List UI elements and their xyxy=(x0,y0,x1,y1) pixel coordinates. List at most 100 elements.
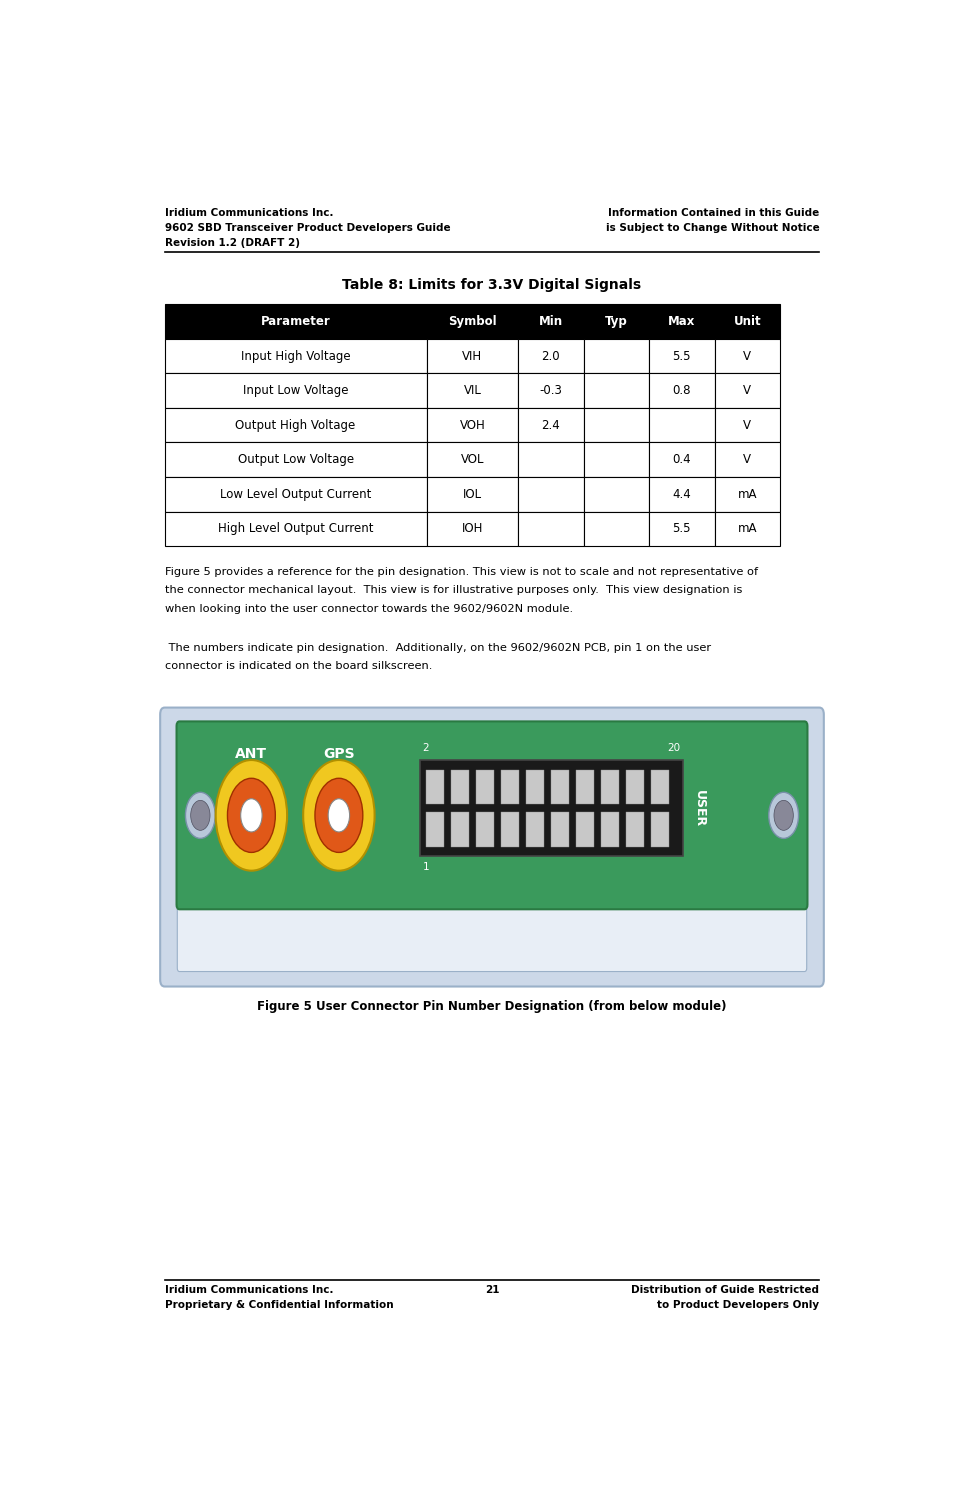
Text: 9602 SBD Transceiver Product Developers Guide: 9602 SBD Transceiver Product Developers … xyxy=(165,223,450,234)
Bar xyxy=(551,769,569,804)
Text: GPS: GPS xyxy=(324,747,354,760)
Bar xyxy=(526,811,544,847)
Text: Iridium Communications Inc.: Iridium Communications Inc. xyxy=(165,208,333,219)
Text: 20: 20 xyxy=(667,743,681,753)
Text: Iridium Communications Inc.: Iridium Communications Inc. xyxy=(165,1284,333,1295)
Bar xyxy=(649,443,714,478)
Bar xyxy=(649,478,714,512)
Text: Proprietary & Confidential Information: Proprietary & Confidential Information xyxy=(165,1299,394,1310)
Bar xyxy=(451,769,468,804)
Text: Revision 1.2 (DRAFT 2): Revision 1.2 (DRAFT 2) xyxy=(165,238,300,249)
Bar xyxy=(584,512,649,546)
Circle shape xyxy=(228,778,276,852)
Circle shape xyxy=(328,799,349,832)
Bar xyxy=(426,478,518,512)
Bar xyxy=(165,304,426,338)
Bar xyxy=(501,769,518,804)
Bar xyxy=(649,512,714,546)
Bar xyxy=(518,443,584,478)
Bar xyxy=(584,407,649,443)
Text: VIL: VIL xyxy=(464,385,481,397)
Text: Parameter: Parameter xyxy=(261,314,330,328)
FancyBboxPatch shape xyxy=(178,907,806,972)
Bar xyxy=(420,760,683,856)
Text: Input High Voltage: Input High Voltage xyxy=(241,349,350,362)
Text: 2: 2 xyxy=(422,743,429,753)
Text: VIH: VIH xyxy=(463,349,483,362)
Bar xyxy=(626,769,644,804)
Bar xyxy=(649,407,714,443)
Bar xyxy=(576,811,594,847)
Bar xyxy=(601,811,619,847)
Bar xyxy=(426,811,444,847)
Circle shape xyxy=(769,792,799,838)
Bar xyxy=(526,769,544,804)
Text: USER: USER xyxy=(692,789,706,826)
Bar xyxy=(652,811,669,847)
Text: 2.4: 2.4 xyxy=(541,419,561,431)
Text: Low Level Output Current: Low Level Output Current xyxy=(220,488,372,501)
Bar xyxy=(714,304,780,338)
Text: 1: 1 xyxy=(422,862,429,873)
Bar xyxy=(426,338,518,373)
Bar xyxy=(165,478,426,512)
Text: Output High Voltage: Output High Voltage xyxy=(235,419,356,431)
Bar xyxy=(714,407,780,443)
Bar xyxy=(584,373,649,407)
Bar xyxy=(584,338,649,373)
Bar xyxy=(649,304,714,338)
Bar xyxy=(714,478,780,512)
Text: V: V xyxy=(743,419,752,431)
Bar xyxy=(649,338,714,373)
Bar xyxy=(576,769,594,804)
Bar xyxy=(165,373,426,407)
Text: 0.4: 0.4 xyxy=(673,454,691,466)
Bar xyxy=(501,811,518,847)
Circle shape xyxy=(241,799,262,832)
Text: VOL: VOL xyxy=(461,454,484,466)
Text: V: V xyxy=(743,454,752,466)
Text: -0.3: -0.3 xyxy=(540,385,563,397)
Bar xyxy=(426,769,444,804)
Circle shape xyxy=(216,760,287,871)
Text: Distribution of Guide Restricted: Distribution of Guide Restricted xyxy=(632,1284,820,1295)
Bar xyxy=(165,407,426,443)
Text: is Subject to Change Without Notice: is Subject to Change Without Notice xyxy=(606,223,820,234)
Bar xyxy=(584,478,649,512)
Circle shape xyxy=(303,760,374,871)
Bar xyxy=(518,373,584,407)
Bar xyxy=(584,304,649,338)
Bar xyxy=(518,407,584,443)
Text: V: V xyxy=(743,349,752,362)
FancyBboxPatch shape xyxy=(160,708,824,987)
Bar xyxy=(165,443,426,478)
Text: Figure 5 User Connector Pin Number Designation (from below module): Figure 5 User Connector Pin Number Desig… xyxy=(257,1000,727,1013)
FancyBboxPatch shape xyxy=(177,722,807,909)
Bar xyxy=(476,811,493,847)
Circle shape xyxy=(185,792,215,838)
Text: mA: mA xyxy=(737,488,757,501)
Circle shape xyxy=(315,778,363,852)
Text: 5.5: 5.5 xyxy=(673,522,691,536)
Text: IOL: IOL xyxy=(463,488,482,501)
Bar xyxy=(518,304,584,338)
Text: Typ: Typ xyxy=(605,314,628,328)
Bar xyxy=(584,443,649,478)
Text: connector is indicated on the board silkscreen.: connector is indicated on the board silk… xyxy=(165,662,432,672)
Bar xyxy=(714,443,780,478)
Text: when looking into the user connector towards the 9602/9602N module.: when looking into the user connector tow… xyxy=(165,603,573,614)
Bar xyxy=(601,769,619,804)
Text: 21: 21 xyxy=(485,1284,499,1295)
Bar xyxy=(165,512,426,546)
Text: VOH: VOH xyxy=(460,419,485,431)
Text: The numbers indicate pin designation.  Additionally, on the 9602/9602N PCB, pin : The numbers indicate pin designation. Ad… xyxy=(165,644,710,653)
Bar xyxy=(626,811,644,847)
Text: the connector mechanical layout.  This view is for illustrative purposes only.  : the connector mechanical layout. This vi… xyxy=(165,585,742,596)
Text: 2.0: 2.0 xyxy=(541,349,561,362)
Text: 0.8: 0.8 xyxy=(673,385,691,397)
Text: Output Low Voltage: Output Low Voltage xyxy=(237,454,353,466)
Text: Input Low Voltage: Input Low Voltage xyxy=(243,385,348,397)
Text: to Product Developers Only: to Product Developers Only xyxy=(658,1299,820,1310)
Text: Symbol: Symbol xyxy=(448,314,496,328)
Text: ANT: ANT xyxy=(235,747,268,760)
